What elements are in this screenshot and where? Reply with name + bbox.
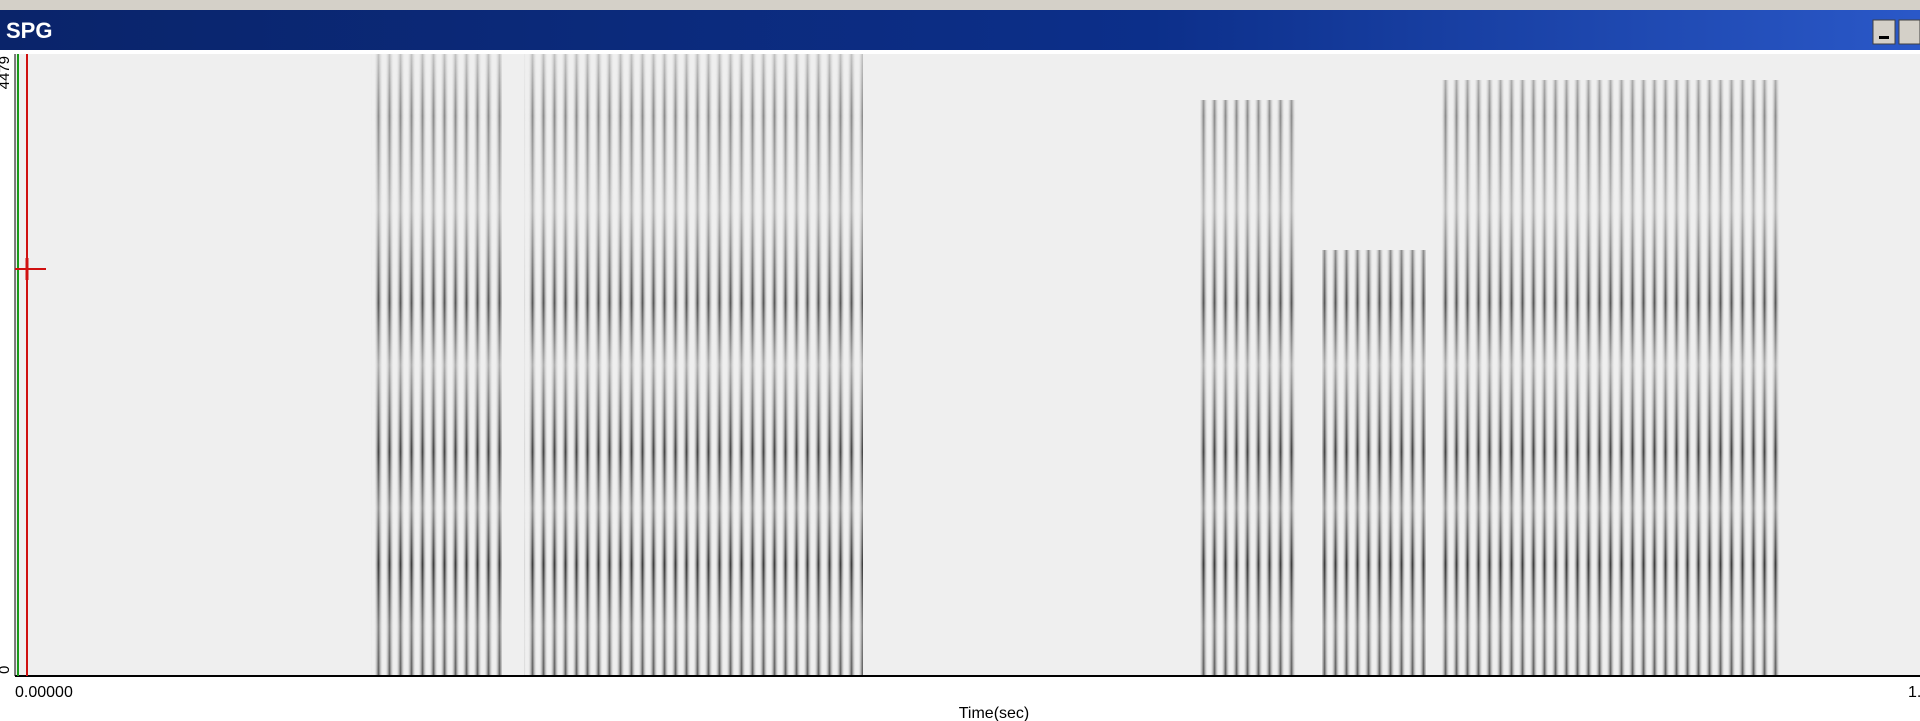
x-axis-title: Time(sec) [959, 705, 1030, 721]
window-title: SPG [6, 18, 52, 43]
minimize-button[interactable] [1873, 20, 1895, 44]
voiced-segment [1439, 80, 1782, 676]
x-end-label: 1. [1908, 684, 1920, 701]
voiced-segment [1200, 100, 1298, 676]
page: SPG 4479 0 0.00000 1. Time(sec) (() => {… [0, 0, 1920, 721]
frame [0, 0, 1920, 10]
spg-window: SPG 4479 0 0.00000 1. Time(sec) [0, 0, 1920, 721]
x-start-label: 0.00000 [15, 684, 73, 701]
maximize-button[interactable] [1899, 20, 1920, 44]
voiced-segment [371, 54, 502, 676]
voiced-segment [1322, 250, 1426, 676]
y-max-label: 4479 [0, 56, 13, 89]
voiced-segment [524, 54, 863, 676]
minimize-icon [1879, 36, 1889, 39]
y-min-label: 0 [0, 666, 13, 674]
title-bar [0, 10, 1920, 50]
